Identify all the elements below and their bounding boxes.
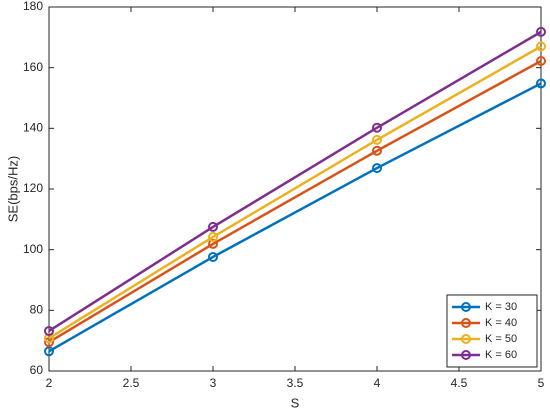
y-tick-label: 80 bbox=[30, 303, 44, 317]
marker bbox=[372, 145, 382, 156]
x-tick-label: 4.5 bbox=[451, 376, 468, 390]
legend-label: K = 50 bbox=[485, 333, 517, 345]
x-tick-label: 2.5 bbox=[123, 376, 140, 390]
marker bbox=[208, 251, 218, 262]
marker bbox=[536, 26, 546, 37]
y-tick-label: 140 bbox=[23, 121, 43, 135]
marker bbox=[536, 78, 546, 89]
legend-label: K = 60 bbox=[485, 349, 517, 361]
marker bbox=[536, 41, 546, 52]
x-tick-label: 2 bbox=[46, 376, 53, 390]
y-tick-label: 100 bbox=[23, 242, 43, 256]
legend-label: K = 30 bbox=[485, 301, 517, 313]
marker bbox=[44, 346, 54, 357]
marker bbox=[44, 325, 54, 336]
marker bbox=[536, 55, 546, 66]
x-tick-label: 4 bbox=[374, 376, 381, 390]
plot-frame bbox=[48, 6, 542, 372]
series-line bbox=[48, 30, 542, 333]
series-line bbox=[48, 82, 542, 353]
marker bbox=[372, 134, 382, 145]
x-axis-label: S bbox=[291, 395, 300, 410]
x-tick-label: 5 bbox=[538, 376, 545, 390]
legend-marker bbox=[461, 350, 471, 360]
marker bbox=[372, 122, 382, 133]
legend-label: K = 40 bbox=[485, 317, 517, 329]
marker bbox=[208, 238, 218, 249]
series-line bbox=[48, 45, 542, 340]
legend-marker bbox=[461, 318, 471, 328]
legend: K = 30 K = 40 K = 50 K = 60 bbox=[446, 294, 538, 368]
legend-marker bbox=[461, 302, 471, 312]
marker bbox=[208, 221, 218, 232]
x-tick-label: 3 bbox=[210, 376, 217, 390]
series-line bbox=[48, 59, 542, 344]
legend-marker bbox=[461, 334, 471, 344]
marker bbox=[208, 231, 218, 242]
y-tick-label: 60 bbox=[30, 363, 44, 377]
marker bbox=[372, 163, 382, 174]
x-tick-label: 3.5 bbox=[287, 376, 304, 390]
y-tick-label: 180 bbox=[23, 0, 43, 13]
y-tick-label: 120 bbox=[23, 181, 43, 195]
y-axis-label: SE(bps/Hz) bbox=[5, 156, 20, 222]
y-tick-label: 160 bbox=[23, 60, 43, 74]
